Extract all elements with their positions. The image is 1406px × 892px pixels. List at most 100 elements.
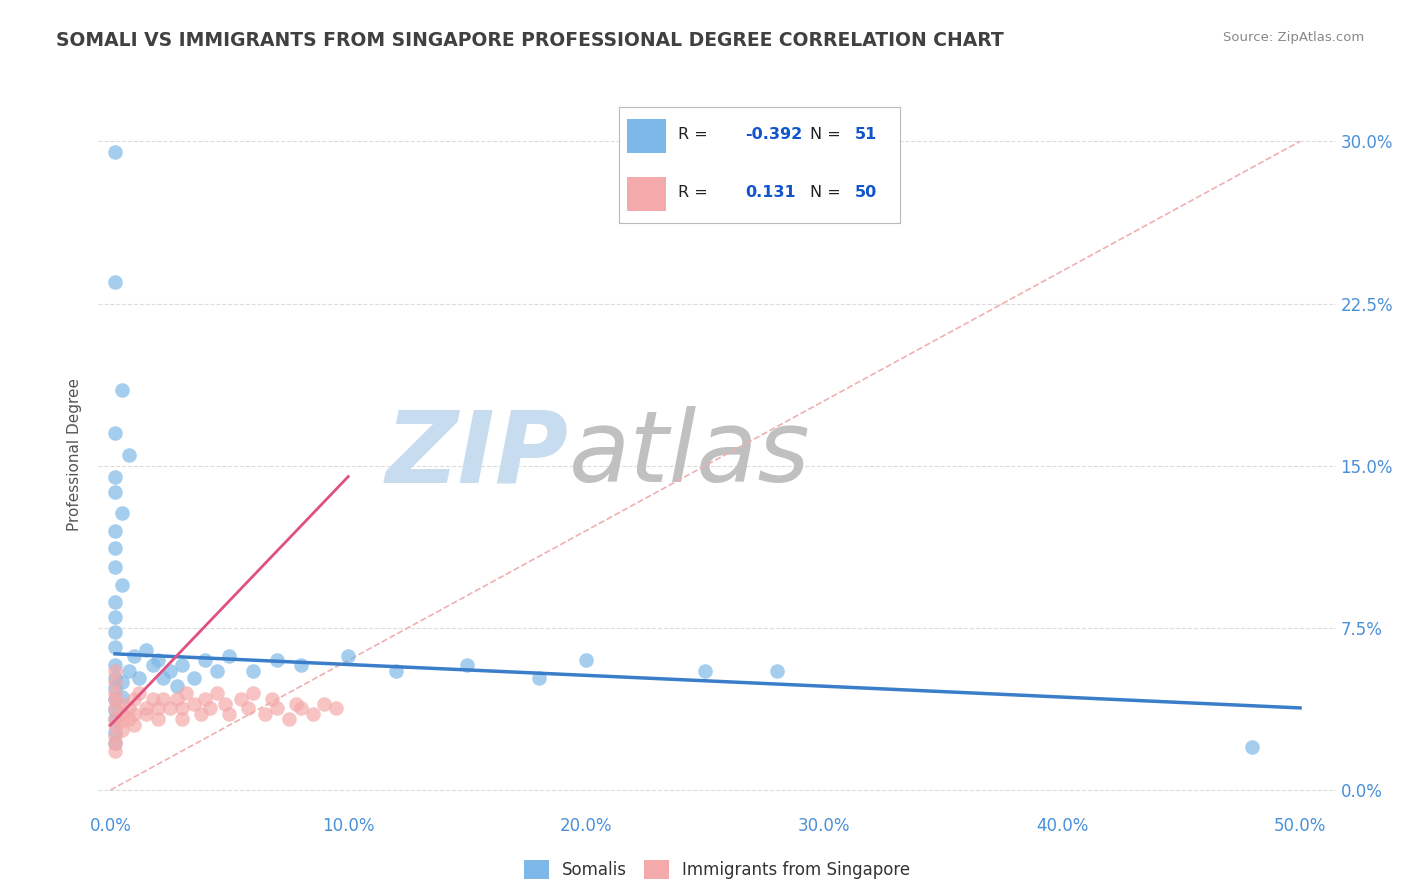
Text: 0.131: 0.131 [745, 186, 796, 201]
FancyBboxPatch shape [627, 119, 666, 153]
Y-axis label: Professional Degree: Professional Degree [67, 378, 83, 532]
Point [104, 610, 127, 624]
Text: R =: R = [678, 186, 707, 201]
Point [325, 701, 347, 715]
Point [111, 506, 134, 520]
Point [238, 701, 260, 715]
Text: 51: 51 [855, 128, 877, 143]
Point [104, 469, 127, 483]
Point [135, 701, 157, 715]
Point [146, 712, 169, 726]
Point [214, 697, 236, 711]
Point [337, 648, 360, 663]
Point [104, 675, 127, 690]
Point [266, 653, 288, 667]
Point [104, 712, 127, 726]
Point [104, 145, 127, 160]
Point [385, 664, 408, 678]
Point [104, 541, 127, 555]
Point [146, 653, 169, 667]
Point [314, 697, 336, 711]
Point [104, 426, 127, 441]
Text: ZIP: ZIP [385, 407, 568, 503]
Point [207, 664, 229, 678]
Point [104, 664, 127, 678]
Point [1241, 739, 1264, 754]
Point [111, 690, 134, 705]
Point [104, 724, 127, 739]
Text: N =: N = [810, 186, 841, 201]
Point [266, 701, 288, 715]
Point [111, 383, 134, 397]
Point [765, 664, 787, 678]
Point [142, 692, 165, 706]
Point [118, 448, 141, 462]
Point [194, 653, 217, 667]
Point [146, 701, 169, 715]
Point [290, 701, 312, 715]
Point [104, 484, 127, 499]
Point [104, 681, 127, 696]
Point [104, 671, 127, 685]
Point [104, 560, 127, 574]
Point [104, 744, 127, 758]
Point [695, 664, 717, 678]
Point [118, 701, 141, 715]
Point [128, 671, 150, 685]
Point [104, 735, 127, 749]
Point [183, 697, 205, 711]
Text: R =: R = [678, 128, 707, 143]
Text: SOMALI VS IMMIGRANTS FROM SINGAPORE PROFESSIONAL DEGREE CORRELATION CHART: SOMALI VS IMMIGRANTS FROM SINGAPORE PROF… [56, 31, 1004, 50]
Point [170, 701, 193, 715]
Legend: Somalis, Immigrants from Singapore: Somalis, Immigrants from Singapore [517, 853, 917, 886]
Point [104, 640, 127, 655]
Point [242, 686, 264, 700]
Point [104, 524, 127, 538]
Point [575, 653, 598, 667]
Text: Source: ZipAtlas.com: Source: ZipAtlas.com [1223, 31, 1364, 45]
Point [118, 712, 141, 726]
Point [170, 712, 193, 726]
Point [135, 707, 157, 722]
Point [104, 718, 127, 732]
Point [111, 577, 134, 591]
Point [194, 692, 217, 706]
Point [104, 735, 127, 749]
Point [111, 697, 134, 711]
Point [104, 729, 127, 743]
Point [104, 701, 127, 715]
Point [128, 686, 150, 700]
Point [159, 701, 181, 715]
Point [166, 679, 188, 693]
Point [262, 692, 284, 706]
Point [104, 686, 127, 700]
Point [253, 707, 276, 722]
Point [122, 718, 145, 732]
Point [142, 657, 165, 672]
Point [104, 625, 127, 640]
Point [122, 692, 145, 706]
Point [218, 707, 240, 722]
Point [200, 701, 222, 715]
Point [104, 275, 127, 289]
Point [159, 664, 181, 678]
Point [104, 595, 127, 609]
FancyBboxPatch shape [627, 177, 666, 211]
Point [104, 692, 127, 706]
Point [170, 657, 193, 672]
Text: atlas: atlas [568, 407, 810, 503]
Point [277, 712, 299, 726]
Point [111, 714, 134, 728]
Point [242, 664, 264, 678]
Point [122, 648, 145, 663]
Point [111, 707, 134, 722]
Point [166, 692, 188, 706]
Point [135, 642, 157, 657]
Point [190, 707, 212, 722]
Point [152, 692, 174, 706]
Point [176, 686, 198, 700]
Point [104, 692, 127, 706]
Point [284, 697, 307, 711]
Point [104, 703, 127, 717]
Point [118, 664, 141, 678]
